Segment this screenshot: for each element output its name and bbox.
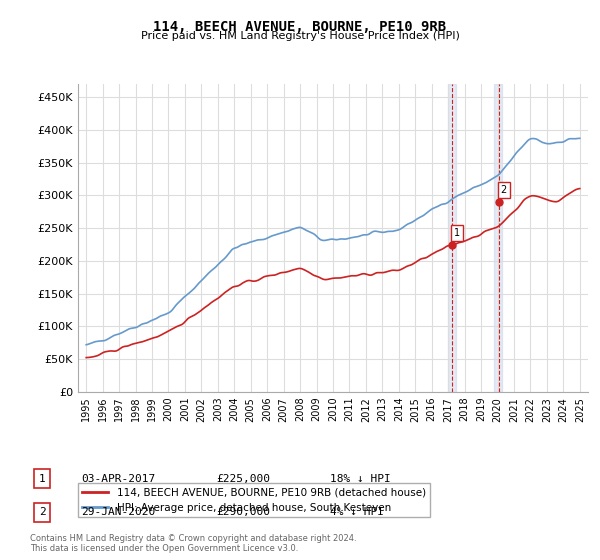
Text: 4% ↓ HPI: 4% ↓ HPI xyxy=(330,507,384,517)
Text: 1: 1 xyxy=(38,474,46,484)
Text: Contains HM Land Registry data © Crown copyright and database right 2024.
This d: Contains HM Land Registry data © Crown c… xyxy=(30,534,356,553)
Text: £290,000: £290,000 xyxy=(216,507,270,517)
Text: 1: 1 xyxy=(454,228,460,238)
Text: Price paid vs. HM Land Registry's House Price Index (HPI): Price paid vs. HM Land Registry's House … xyxy=(140,31,460,41)
Text: 18% ↓ HPI: 18% ↓ HPI xyxy=(330,474,391,484)
Bar xyxy=(448,84,457,392)
Legend: 114, BEECH AVENUE, BOURNE, PE10 9RB (detached house), HPI: Average price, detach: 114, BEECH AVENUE, BOURNE, PE10 9RB (det… xyxy=(78,483,430,517)
Text: 2: 2 xyxy=(500,185,507,195)
Bar xyxy=(494,84,502,392)
Text: £225,000: £225,000 xyxy=(216,474,270,484)
Text: 03-APR-2017: 03-APR-2017 xyxy=(81,474,155,484)
Text: 2: 2 xyxy=(38,507,46,517)
Text: 114, BEECH AVENUE, BOURNE, PE10 9RB: 114, BEECH AVENUE, BOURNE, PE10 9RB xyxy=(154,20,446,34)
Text: 29-JAN-2020: 29-JAN-2020 xyxy=(81,507,155,517)
